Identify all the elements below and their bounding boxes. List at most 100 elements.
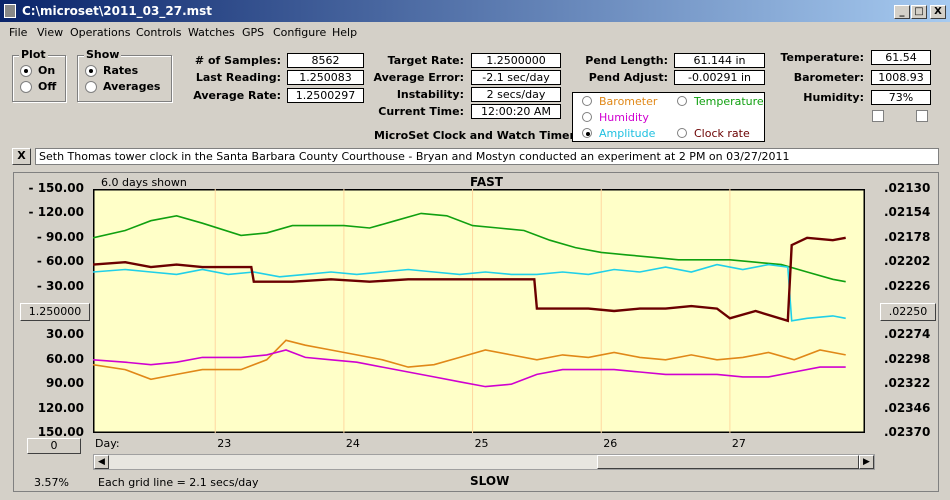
average-error-field: -2.1 sec/day xyxy=(471,70,561,85)
x-tick-label: 24 xyxy=(345,437,360,450)
show-averages-radio[interactable] xyxy=(85,81,97,93)
minimize-button[interactable]: _ xyxy=(894,5,910,19)
plot-group: Plot xyxy=(12,48,66,102)
x-tick-label: 23 xyxy=(217,437,232,450)
barometer-field: 1008.93 xyxy=(871,70,931,85)
left-tick-label: - 30.00 xyxy=(36,278,84,293)
rate-chart xyxy=(93,189,865,433)
days-shown-label: 6.0 days shown xyxy=(101,176,187,189)
zoom-percent: 3.57% xyxy=(34,476,69,489)
plot-on-label: On xyxy=(38,64,56,77)
right-tick-label: .02154 xyxy=(884,205,931,220)
target-rate-field[interactable]: 1.2500000 xyxy=(471,53,561,68)
menu-view[interactable]: View xyxy=(37,26,64,39)
last-reading-label: Last Reading: xyxy=(195,71,281,84)
show-group-title: Show xyxy=(84,48,122,61)
last-reading-field: 1.250083 xyxy=(287,70,364,85)
left-tick-label: - 120.00 xyxy=(28,205,84,220)
left-tick-label: - 90.00 xyxy=(36,229,84,244)
scroll-right-icon[interactable]: ▶ xyxy=(859,455,874,469)
x-tick-label: 26 xyxy=(603,437,618,450)
menu-bar: File View Operations Controls Watches GP… xyxy=(0,22,950,42)
right-tick-label: .02298 xyxy=(884,351,931,366)
left-tick-label: 60.00 xyxy=(46,351,84,366)
amplitude-radio[interactable] xyxy=(582,128,592,138)
left-tick-label: 150.00 xyxy=(37,425,84,439)
app-icon xyxy=(4,4,16,18)
left-tick-label: - 60.00 xyxy=(36,254,84,269)
right-tick-label: .02202 xyxy=(884,254,931,269)
series-barometer xyxy=(93,339,846,381)
temperature-option-label: Temperature xyxy=(694,95,764,108)
pend-rate-button[interactable]: .02250 xyxy=(880,303,936,321)
show-rates-radio[interactable] xyxy=(85,65,97,77)
right-tick-label: .02274 xyxy=(884,327,931,342)
comment-field[interactable]: Seth Thomas tower clock in the Santa Bar… xyxy=(35,148,939,165)
env-checkbox-left[interactable] xyxy=(872,110,884,122)
instability-label: Instability: xyxy=(396,88,464,101)
barometer-option-label: Barometer xyxy=(599,95,658,108)
title-bar: C:\microset\2011_03_27.mst _ □ X xyxy=(0,0,950,22)
horizontal-scrollbar[interactable]: ◀ ▶ xyxy=(93,454,875,470)
plot-off-label: Off xyxy=(38,80,57,93)
menu-configure[interactable]: Configure xyxy=(273,26,327,39)
series-humidity xyxy=(93,349,846,388)
menu-operations[interactable]: Operations xyxy=(70,26,131,39)
pend-length-label: Pend Length: xyxy=(585,54,668,67)
grid-note: Each grid line = 2.1 secs/day xyxy=(98,476,259,489)
current-time-field: 12:00:20 AM xyxy=(471,104,561,119)
average-rate-label: Average Rate: xyxy=(193,89,281,102)
env-checkbox-right[interactable] xyxy=(916,110,928,122)
barometer-radio[interactable] xyxy=(582,96,592,106)
show-rates-label: Rates xyxy=(103,64,139,77)
clock-rate-option-label: Clock rate xyxy=(694,127,750,140)
humidity-radio[interactable] xyxy=(582,112,592,122)
temperature-field: 61.54 xyxy=(871,50,931,65)
pend-length-field[interactable]: 61.144 in xyxy=(674,53,765,68)
average-rate-field: 1.2500297 xyxy=(287,88,364,103)
show-averages-label: Averages xyxy=(103,80,161,93)
close-window-button[interactable]: X xyxy=(930,5,946,19)
menu-controls[interactable]: Controls xyxy=(136,26,182,39)
pend-adjust-label: Pend Adjust: xyxy=(588,71,668,84)
menu-file[interactable]: File xyxy=(9,26,28,39)
x-tick-label: 25 xyxy=(474,437,489,450)
pend-adjust-field[interactable]: -0.00291 in xyxy=(674,70,765,85)
x-tick-label: 27 xyxy=(731,437,746,450)
clock-rate-radio[interactable] xyxy=(677,128,687,138)
average-error-label: Average Error: xyxy=(373,71,464,84)
right-tick-label: .02130 xyxy=(884,181,931,195)
offset-button[interactable]: 0 xyxy=(27,438,81,454)
right-tick-label: .02178 xyxy=(884,229,931,244)
amplitude-option-label: Amplitude xyxy=(599,127,656,140)
left-tick-label: 90.00 xyxy=(46,376,84,391)
current-time-label: Current Time: xyxy=(378,105,464,118)
app-subtitle: MicroSet Clock and Watch Timer xyxy=(374,129,575,142)
x-axis-label: Day: xyxy=(95,437,120,450)
humidity-field: 73% xyxy=(871,90,931,105)
chart-panel xyxy=(13,172,939,492)
plot-off-radio[interactable] xyxy=(20,81,32,93)
scroll-left-icon[interactable]: ◀ xyxy=(94,455,109,469)
left-tick-label: - 150.00 xyxy=(28,181,84,195)
target-rate-label: Target Rate: xyxy=(387,54,464,67)
scroll-thumb[interactable] xyxy=(597,455,859,469)
temperature-radio[interactable] xyxy=(677,96,687,106)
barometer-label: Barometer: xyxy=(793,71,864,84)
plot-on-radio[interactable] xyxy=(20,65,32,77)
menu-gps[interactable]: GPS xyxy=(242,26,265,39)
left-tick-label: 120.00 xyxy=(37,400,84,415)
left-tick-label: 30.00 xyxy=(46,327,84,342)
clear-comment-button[interactable]: X xyxy=(12,148,31,165)
series-temperature xyxy=(93,212,846,283)
window-title: C:\microset\2011_03_27.mst xyxy=(22,4,213,18)
sensor-options-box xyxy=(572,92,765,142)
maximize-button[interactable]: □ xyxy=(911,5,927,19)
plot-group-title: Plot xyxy=(19,48,48,61)
right-tick-label: .02322 xyxy=(884,376,931,391)
target-rate-button[interactable]: 1.250000 xyxy=(20,303,90,321)
slow-label: SLOW xyxy=(470,474,510,488)
show-group: Show xyxy=(77,48,172,102)
menu-help[interactable]: Help xyxy=(332,26,358,39)
menu-watches[interactable]: Watches xyxy=(188,26,235,39)
